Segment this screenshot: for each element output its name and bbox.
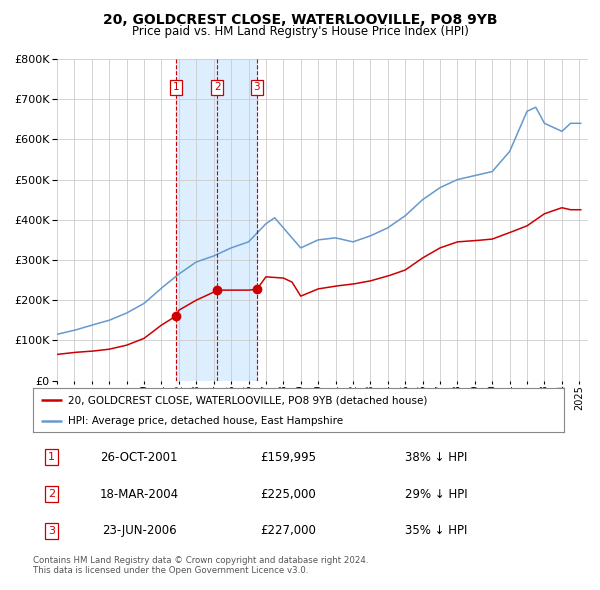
Text: 35% ↓ HPI: 35% ↓ HPI xyxy=(406,525,468,537)
Text: 1: 1 xyxy=(48,453,55,463)
Text: 23-JUN-2006: 23-JUN-2006 xyxy=(102,525,176,537)
Text: 18-MAR-2004: 18-MAR-2004 xyxy=(100,487,179,501)
Text: Contains HM Land Registry data © Crown copyright and database right 2024.: Contains HM Land Registry data © Crown c… xyxy=(33,556,368,565)
Text: 26-OCT-2001: 26-OCT-2001 xyxy=(100,451,178,464)
Text: £159,995: £159,995 xyxy=(260,451,316,464)
Text: 1: 1 xyxy=(172,82,179,92)
Text: £227,000: £227,000 xyxy=(260,525,316,537)
Text: 29% ↓ HPI: 29% ↓ HPI xyxy=(405,487,468,501)
Text: 2: 2 xyxy=(48,489,55,499)
Text: Price paid vs. HM Land Registry's House Price Index (HPI): Price paid vs. HM Land Registry's House … xyxy=(131,25,469,38)
Text: 3: 3 xyxy=(254,82,260,92)
Text: This data is licensed under the Open Government Licence v3.0.: This data is licensed under the Open Gov… xyxy=(33,566,308,575)
Text: £225,000: £225,000 xyxy=(260,487,316,501)
Text: 38% ↓ HPI: 38% ↓ HPI xyxy=(406,451,468,464)
Text: 20, GOLDCREST CLOSE, WATERLOOVILLE, PO8 9YB: 20, GOLDCREST CLOSE, WATERLOOVILLE, PO8 … xyxy=(103,13,497,27)
Text: 20, GOLDCREST CLOSE, WATERLOOVILLE, PO8 9YB (detached house): 20, GOLDCREST CLOSE, WATERLOOVILLE, PO8 … xyxy=(68,395,427,405)
Text: 2: 2 xyxy=(214,82,221,92)
Bar xyxy=(176,59,257,381)
Text: HPI: Average price, detached house, East Hampshire: HPI: Average price, detached house, East… xyxy=(68,415,343,425)
Text: 3: 3 xyxy=(48,526,55,536)
